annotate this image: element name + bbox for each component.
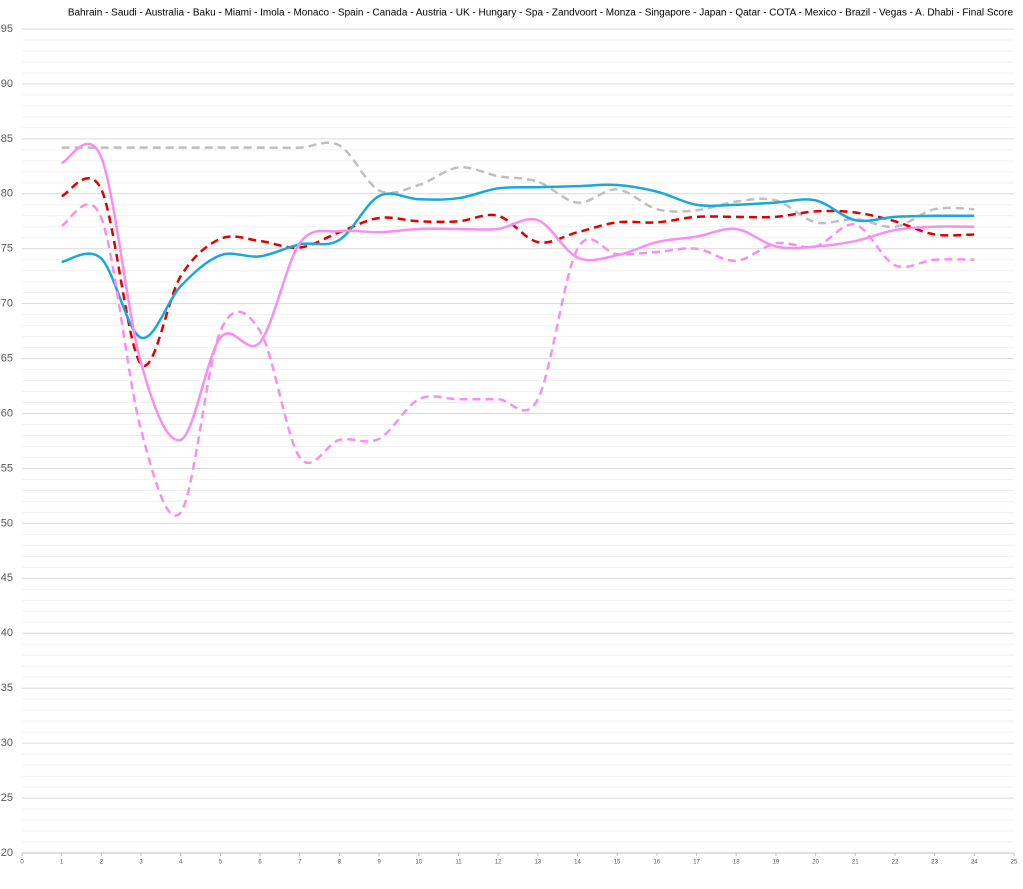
x-tick-label: 12	[495, 860, 502, 866]
x-tick-label: 7	[298, 860, 302, 866]
x-tick-label: 3	[139, 860, 143, 866]
x-tick-label: 25	[1011, 860, 1018, 866]
y-tick-label: 55	[1, 462, 13, 474]
x-tick-label: 17	[693, 860, 700, 866]
x-tick-label: 21	[852, 860, 859, 866]
x-tick-label: 19	[773, 860, 780, 866]
y-tick-label: 35	[1, 682, 13, 694]
x-tick-label: 18	[733, 860, 740, 866]
y-tick-label: 40	[1, 627, 13, 639]
x-tick-label: 6	[258, 860, 262, 866]
x-tick-label: 10	[415, 860, 422, 866]
y-tick-label: 85	[1, 133, 13, 145]
x-tick-label: 15	[614, 860, 621, 866]
x-tick-label: 4	[179, 860, 183, 866]
x-tick-label: 20	[812, 860, 819, 866]
series-line	[61, 177, 975, 368]
y-tick-label: 95	[1, 23, 13, 35]
y-tick-label: 20	[1, 847, 13, 859]
y-tick-label: 25	[1, 792, 13, 804]
y-tick-label: 45	[1, 572, 13, 584]
y-tick-label: 60	[1, 407, 13, 419]
series-line	[61, 183, 975, 339]
x-tick-label: 23	[931, 860, 938, 866]
y-tick-label: 30	[1, 737, 13, 749]
y-tick-label: 90	[1, 78, 13, 90]
y-tick-label: 75	[1, 243, 13, 255]
x-tick-label: 13	[534, 860, 541, 866]
x-tick-label: 16	[654, 860, 661, 866]
x-tick-label: 9	[377, 860, 381, 866]
series-line	[61, 142, 975, 442]
y-tick-label: 65	[1, 353, 13, 365]
y-tick-label: 50	[1, 517, 13, 529]
y-tick-label: 80	[1, 188, 13, 200]
x-tick-label: 2	[100, 860, 104, 866]
series-line	[61, 203, 975, 517]
x-tick-label: 1	[60, 860, 64, 866]
x-tick-label: 14	[574, 860, 581, 866]
x-tick-label: 24	[971, 860, 978, 866]
y-tick-label: 70	[1, 298, 13, 310]
series-line	[61, 141, 975, 229]
x-tick-label: 11	[455, 860, 462, 866]
x-tick-label: 5	[219, 860, 223, 866]
x-tick-label: 8	[338, 860, 342, 866]
x-tick-label: 0	[20, 860, 24, 866]
x-tick-label: 22	[892, 860, 899, 866]
chart-title: Bahrain - Saudi - Australia - Baku - Mia…	[68, 8, 1014, 19]
